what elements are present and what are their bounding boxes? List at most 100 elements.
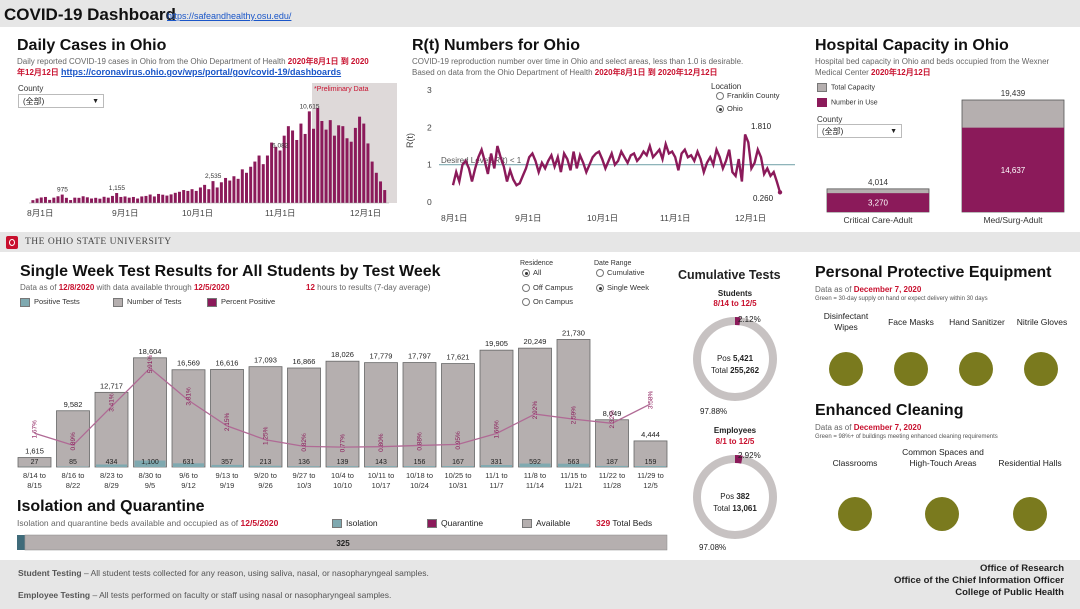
footer-student-testing: Student Testing – All student tests coll… [18,568,429,578]
rt-y-tick: 0 [427,197,432,207]
tests-value-label: 18,026 [331,350,354,359]
hospital-in-use-bar [827,193,929,212]
daily-case-bar [90,198,94,203]
daily-case-bar [324,129,328,203]
week-label: 10/25 to [444,471,471,480]
hospital-county-select[interactable]: (全部) ▼ [817,124,902,138]
positive-value-label: 631 [183,459,195,466]
daily-case-bar [152,196,156,203]
hospital-category-label: Critical Care-Adult [844,215,914,225]
daily-case-bar [48,199,52,203]
tests-value-label: 18,604 [139,347,162,356]
tests-value-label: 16,616 [216,358,239,367]
radio-residence-all[interactable]: All [522,268,541,278]
tests-bar [518,347,552,468]
odh-dashboard-link[interactable]: https://coronavirus.ohio.gov/wps/portal/… [61,67,342,77]
students-label: Students [717,289,753,298]
daily-case-bar [215,187,219,203]
rt-series-line [451,133,782,193]
daily-case-bar [253,161,257,203]
daily-case-bar [198,187,202,203]
daily-case-bar [115,193,119,203]
daily-case-bar [345,138,349,203]
daily-case-bar [77,197,81,203]
tests-bar [133,357,167,468]
week-label-end: 10/31 [449,481,468,490]
daily-case-bar [228,180,232,203]
daily-case-bar [64,197,68,203]
rt-x-tick: 10月1日 [587,213,618,223]
positive-tests-bar [288,466,320,467]
tests-bar [325,360,360,468]
tests-bar [479,349,514,468]
positive-tests-bar [558,463,589,467]
daily-case-bar [282,135,286,203]
radio-cumulative[interactable]: Cumulative [596,268,645,278]
tests-value-label: 12,717 [100,381,123,390]
cleaning-item-classrooms: Classrooms [832,458,878,468]
radio-franklin-county[interactable]: Franklin County [716,91,780,101]
daily-case-bar [270,142,274,203]
hospital-chart: 4,014 3,270 Critical Care-Adult 19,439 14,63… [826,89,1065,225]
students-pct: 2.12% [738,315,761,324]
ppe-item-gloves: Nitrile Gloves [1016,317,1068,327]
tests-value-label: 4,444 [641,430,660,439]
positive-value-label: 331 [491,459,503,466]
daily-case-bar [157,193,161,203]
radio-residence-on-campus[interactable]: On Campus [522,297,573,307]
daily-case-bar [140,196,144,203]
hospital-county-label: County [817,115,843,124]
percent-positive-label: 1.67% [32,420,39,439]
percent-positive-label: 0.77% [340,434,347,453]
daily-case-value-label: 6,082 [272,142,289,149]
week-label: 11/29 to [637,471,664,480]
ppe-status-sanitizer [959,352,993,386]
ppe-data-as-of: Data as of December 7, 2020 [815,285,922,294]
radio-ohio[interactable]: Ohio [716,104,743,114]
daily-case-bar [144,195,148,203]
radio-residence-off-campus[interactable]: Off Campus [522,283,573,293]
week-label: 8/30 to [139,471,162,480]
daily-case-bar [35,198,39,203]
legend-quarantine: Quarantine [427,518,483,529]
legend-total-capacity: Total Capacity [817,83,875,92]
students-counts: Pos 5,421 Total 255,262 [710,354,760,375]
daily-cases-subtitle: Daily reported COVID-19 cases in Ohio fr… [17,57,369,77]
daily-case-bar [249,166,253,203]
positive-value-label: 27 [31,459,39,466]
daily-case-bar [161,194,165,203]
employees-counts: Pos 382 Total 13,061 [713,492,757,513]
daily-case-bar [131,196,135,203]
daily-case-bar [194,190,198,203]
isolation-segment [17,535,25,550]
county-select[interactable]: (全部) ▼ [18,94,104,108]
week-label-end: 11/21 [564,481,582,490]
daily-case-bar [261,164,265,203]
week-label: 9/6 to [179,471,198,480]
daily-case-bar [182,190,186,203]
daily-case-bar [123,196,127,203]
footer [0,560,1080,609]
header-link[interactable]: https://safeandhealthy.osu.edu/ [167,11,292,21]
hospital-subtitle: Hospital bed capacity in Ohio and beds o… [815,57,1050,77]
daily-case-bar [312,128,315,203]
rt-ylabel: R(t) [405,133,415,148]
daily-case-bar [379,181,383,203]
rt-y-tick: 3 [427,85,432,95]
preliminary-label: *Preliminary Data [314,86,369,93]
daily-cases-x-tick: 11月1日 [265,208,296,218]
week-label-end: 10/24 [410,481,429,490]
percent-positive-label: 2.32% [609,410,616,429]
daily-case-bar [232,176,236,203]
percent-positive-label: 3.58% [648,390,655,409]
daily-case-bar [98,198,102,203]
hospital-in-use-label: 3,270 [868,199,889,208]
positive-tests-bar [173,463,204,467]
positive-value-label: 1,100 [141,459,159,466]
rt-x-tick: 8月1日 [441,213,467,223]
tests-bar [94,391,129,468]
residence-label: Residence [520,260,554,267]
tests-bar [633,440,668,468]
radio-single-week[interactable]: Single Week [596,283,649,293]
positive-tests-bar [327,466,358,467]
